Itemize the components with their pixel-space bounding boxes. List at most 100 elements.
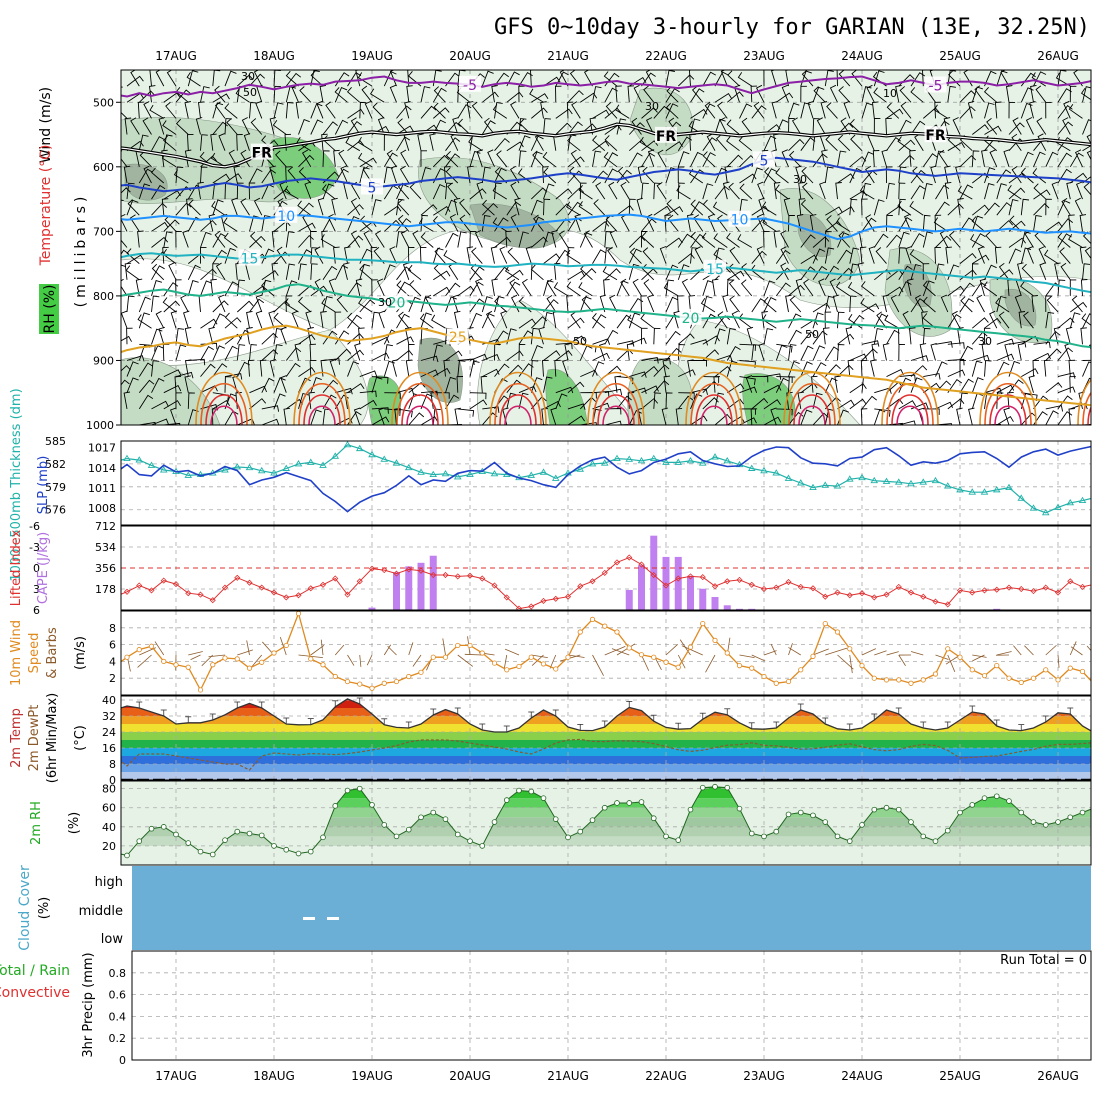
wind-barb xyxy=(1030,84,1037,103)
wind-barb xyxy=(592,86,602,103)
wind-barb xyxy=(579,182,587,200)
wind-barb xyxy=(1008,379,1024,393)
slp-label: SLP (mb) xyxy=(36,456,51,515)
wind-barb xyxy=(1057,121,1073,135)
wind-barb xyxy=(445,232,459,248)
lifted-index-point xyxy=(258,584,265,591)
wind-barb xyxy=(542,151,557,168)
wind-barb xyxy=(959,360,966,377)
wind-barb xyxy=(504,265,520,281)
rh-point xyxy=(185,840,192,846)
wind-barb xyxy=(677,166,685,184)
rh-point xyxy=(773,828,780,835)
wind-barb xyxy=(210,133,217,151)
bottom-date-22AUG: 22AUG xyxy=(645,1069,687,1083)
wind-barb xyxy=(334,87,348,103)
wind-barb xyxy=(1045,311,1055,329)
wind-barb xyxy=(615,85,622,103)
wind-barb xyxy=(627,85,635,103)
rh-band-0 xyxy=(121,845,1091,865)
wind-barb xyxy=(702,313,717,329)
wind-barb xyxy=(996,392,1004,409)
wind-barb xyxy=(775,119,789,135)
wind-barb xyxy=(469,188,487,200)
thickness-point xyxy=(221,466,229,473)
wind10m-barb xyxy=(442,638,446,656)
wind-barb xyxy=(432,247,444,264)
wind-barb xyxy=(665,264,679,280)
wind-barb xyxy=(481,120,496,135)
wind-barb xyxy=(151,377,165,393)
wind-barb xyxy=(1045,348,1062,361)
wind-barb xyxy=(1009,215,1022,232)
wind-barb xyxy=(212,263,219,280)
wind-barb xyxy=(359,166,370,184)
wind-barb xyxy=(269,359,277,377)
wind-barb xyxy=(835,217,851,232)
lifted-index-point xyxy=(1005,584,1013,591)
wind-barb xyxy=(126,254,145,264)
wind-barb xyxy=(255,100,263,119)
wind-barb xyxy=(812,345,826,361)
wind10m-label-3: & Barbs xyxy=(45,627,60,679)
wind-barb xyxy=(269,165,276,184)
lifted-index-point xyxy=(283,594,290,601)
wind-barb xyxy=(998,262,1010,281)
wind-barb xyxy=(770,407,777,425)
wind-barb xyxy=(900,101,912,119)
boundary-temp-contour xyxy=(298,383,346,425)
wind-barb xyxy=(452,294,459,313)
wind-barb xyxy=(788,313,802,329)
wind-barb xyxy=(1057,233,1072,248)
rh-point xyxy=(859,822,865,828)
thickness-tick-579: 579 xyxy=(45,481,66,494)
wind-barb xyxy=(849,118,863,135)
lifted-index-point xyxy=(393,570,400,577)
wind-barb xyxy=(419,246,427,264)
wind-barb xyxy=(653,364,670,377)
wind-barb xyxy=(345,137,361,152)
wind-barb xyxy=(398,311,410,329)
wind-barb xyxy=(812,236,830,248)
wind-barb xyxy=(471,101,483,119)
thickness-point xyxy=(490,469,499,477)
thickness-point xyxy=(723,456,732,464)
wind-barb xyxy=(333,149,340,167)
wind-barb xyxy=(404,326,412,345)
thickness-point xyxy=(233,463,242,470)
boundary-temp-contour xyxy=(587,371,645,425)
wind-barb xyxy=(433,392,450,399)
wind-barb xyxy=(665,279,675,296)
wind-barb xyxy=(704,101,716,119)
wind-barb xyxy=(466,246,474,264)
wind-barb xyxy=(137,230,144,248)
wind-barb xyxy=(1068,233,1083,248)
wind-barb xyxy=(285,70,299,87)
wind-barb xyxy=(530,216,545,232)
wind-barb xyxy=(161,149,168,167)
wind-barb xyxy=(249,298,265,313)
lifted-index-point xyxy=(307,585,314,592)
wind-barb xyxy=(912,166,924,184)
wind-barb xyxy=(971,233,986,248)
wind-barb xyxy=(151,295,160,313)
wind-barb xyxy=(996,415,1014,425)
wind-barb xyxy=(849,167,863,184)
thickness-point xyxy=(809,483,817,491)
wind10m-barb xyxy=(641,654,650,671)
wind10m-point xyxy=(724,650,730,656)
wind-barb xyxy=(578,184,593,200)
wind-barb xyxy=(241,117,250,135)
lifted-index-point xyxy=(687,573,694,580)
wind-barb xyxy=(579,268,597,281)
wind10m-barb xyxy=(359,654,362,667)
wind-barb xyxy=(571,101,581,119)
wind-barb xyxy=(433,263,446,281)
lifted-index-point xyxy=(626,554,633,561)
lifted-index-point xyxy=(577,583,584,590)
wind-barb xyxy=(812,118,820,135)
wind-barb xyxy=(897,200,912,216)
wind-barb xyxy=(151,265,165,281)
wind10m-point xyxy=(369,685,375,691)
